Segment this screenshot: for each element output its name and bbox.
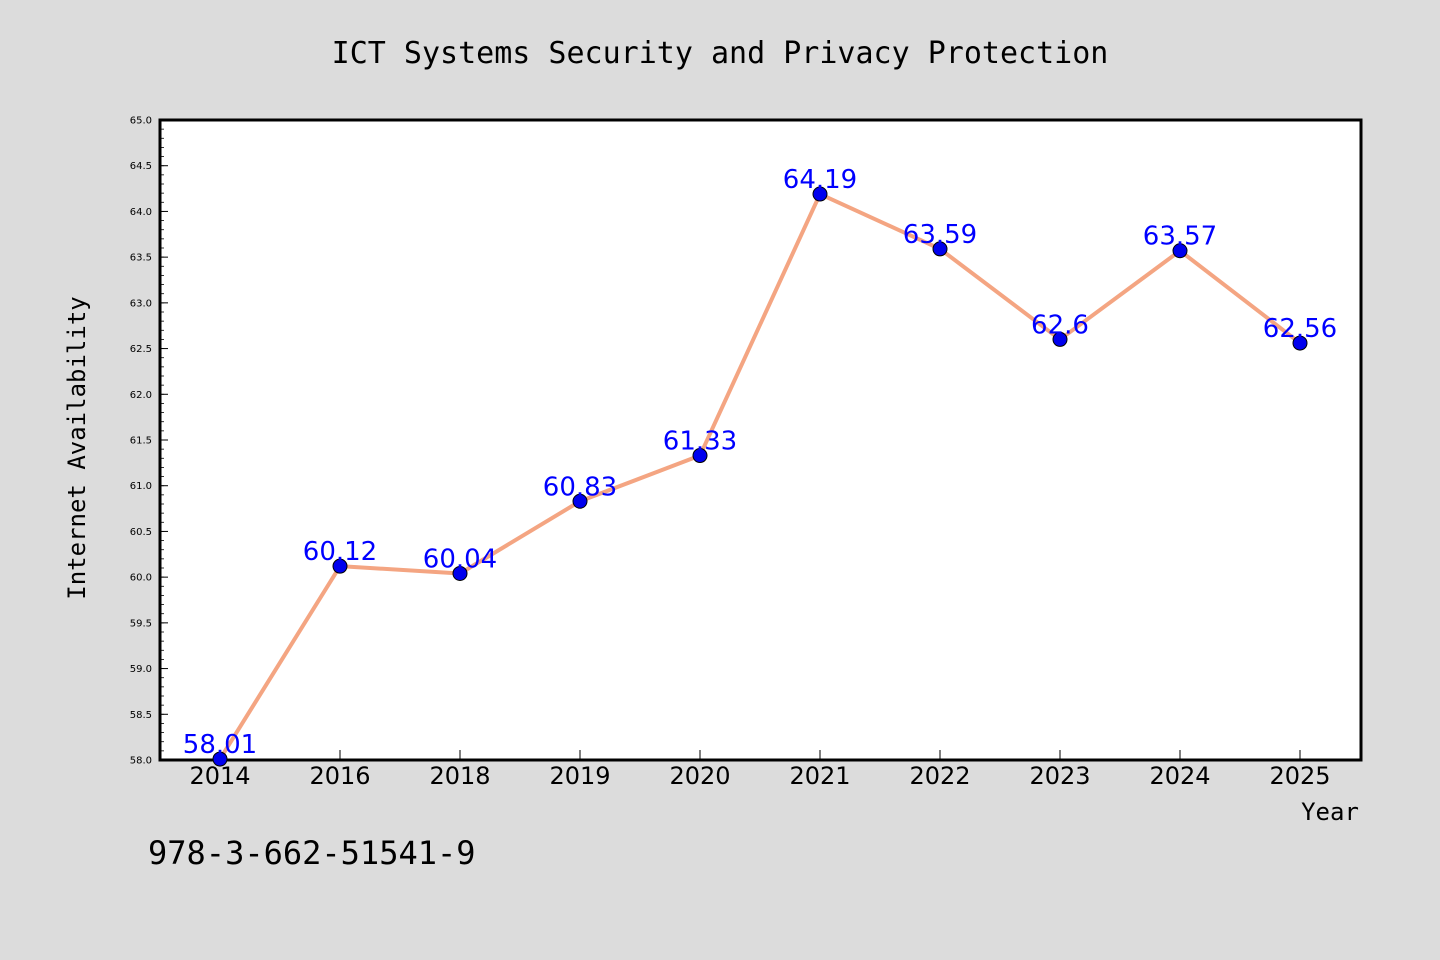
y-tick-label: 59.0 xyxy=(130,664,152,675)
data-point xyxy=(1172,243,1188,259)
data-label: 60.04 xyxy=(423,544,497,574)
series-group xyxy=(212,186,1308,767)
data-label: 64.19 xyxy=(783,165,857,195)
chart-title: ICT Systems Security and Privacy Protect… xyxy=(332,36,1109,71)
y-axis-label: Internet Availability xyxy=(63,296,91,599)
data-label: 58.01 xyxy=(183,730,257,760)
x-tick-label: 2016 xyxy=(309,762,370,790)
y-tick-label: 64.0 xyxy=(130,207,152,218)
data-point xyxy=(1292,335,1308,351)
x-tick-label: 2025 xyxy=(1269,762,1330,790)
y-tick-label: 58.5 xyxy=(130,710,152,721)
y-tick-label: 59.5 xyxy=(130,618,152,629)
y-tick-label: 64.5 xyxy=(130,161,152,172)
y-tick-label: 60.0 xyxy=(130,573,152,584)
y-tick-label: 60.5 xyxy=(130,527,152,538)
x-tick-label: 2018 xyxy=(429,762,490,790)
x-tick-label: 2020 xyxy=(669,762,730,790)
y-tick-label: 62.5 xyxy=(130,344,152,355)
data-label: 62.6 xyxy=(1031,310,1089,340)
y-tick-label: 63.0 xyxy=(130,298,152,309)
y-tick-label: 63.5 xyxy=(130,253,152,264)
data-label: 61.33 xyxy=(663,427,737,457)
data-point xyxy=(452,565,468,581)
data-point xyxy=(572,493,588,509)
data-label: 62.56 xyxy=(1263,314,1337,344)
y-tick-label: 58.0 xyxy=(130,756,152,767)
y-tick-label: 62.0 xyxy=(130,390,152,401)
y-tick-label: 61.5 xyxy=(130,436,152,447)
x-axis-ticks: 2014 2016 2018 2019 2020 2021 2022 2023 2024 2025 xyxy=(189,750,1331,790)
x-tick-label: 2014 xyxy=(189,762,250,790)
x-tick-label: 2019 xyxy=(549,762,610,790)
data-label: 60.12 xyxy=(303,537,377,567)
y-tick-label: 61.0 xyxy=(130,481,152,492)
y-tick-label: 65.0 xyxy=(130,116,152,127)
data-point xyxy=(1052,331,1068,347)
data-label: 63.57 xyxy=(1143,222,1217,252)
data-labels: 58.01 60.12 60.04 60.83 61.33 64.19 63.59 62.6 6… xyxy=(183,165,1337,760)
isbn-text: 978-3-662-51541-9 xyxy=(148,834,476,872)
x-tick-label: 2021 xyxy=(789,762,850,790)
data-point xyxy=(212,751,228,767)
y-axis-ticks: 58.0 58.5 59.0 59.5 60.0 60.5 61.0 61.5 62.0 62.5… xyxy=(130,116,168,767)
data-label: 60.83 xyxy=(543,472,617,502)
series-line xyxy=(218,192,1302,761)
data-point xyxy=(692,448,708,464)
data-point xyxy=(812,186,828,202)
plot-area xyxy=(158,118,1363,762)
x-tick-label: 2024 xyxy=(1149,762,1210,790)
x-axis-label: Year xyxy=(1301,798,1359,826)
data-point xyxy=(332,558,348,574)
x-tick-label: 2022 xyxy=(909,762,970,790)
data-label: 63.59 xyxy=(903,220,977,250)
data-point xyxy=(932,241,948,257)
x-tick-label: 2023 xyxy=(1029,762,1090,790)
